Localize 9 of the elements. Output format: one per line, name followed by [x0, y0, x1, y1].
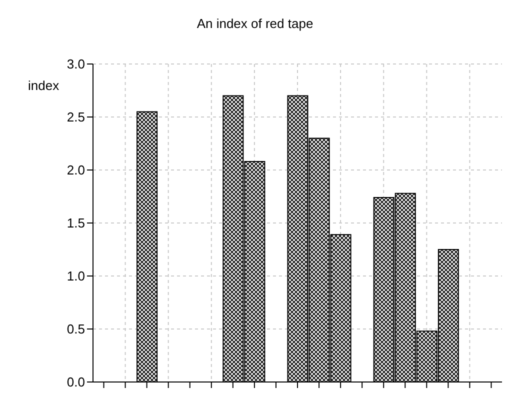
y-tick-label: 0.0 [66, 374, 85, 390]
y-tick-label: 1.5 [66, 216, 85, 231]
y-axis-title: index [28, 78, 60, 93]
y-tick-label: 2.0 [66, 162, 85, 178]
y-tick-label: 3.0 [66, 56, 85, 72]
y-tick-label: 2.5 [66, 110, 85, 125]
chart-title: An index of red tape [196, 16, 314, 31]
y-tick-label: 0.5 [66, 322, 85, 337]
y-tick-label: 1.0 [66, 268, 85, 284]
